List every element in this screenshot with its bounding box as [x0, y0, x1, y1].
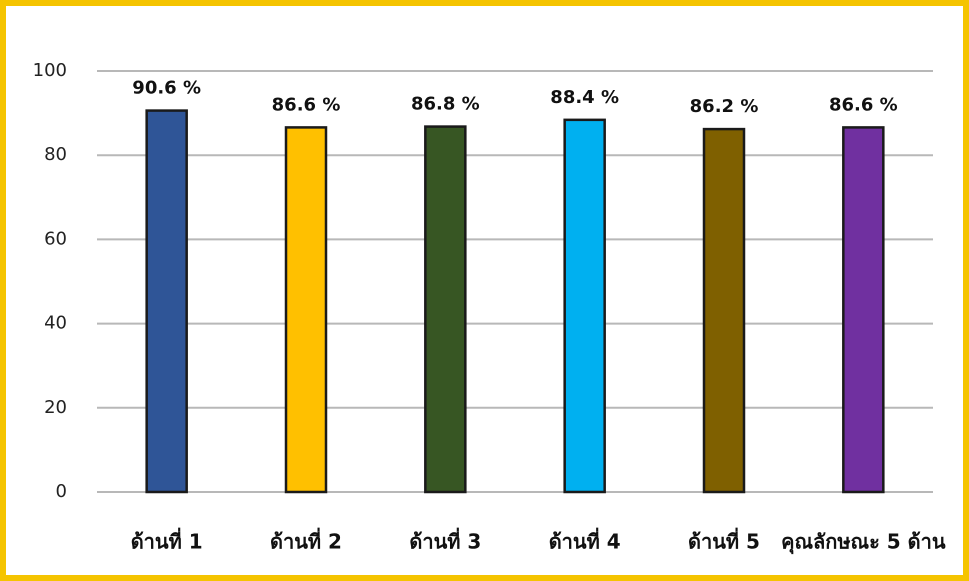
bar	[424, 125, 467, 494]
data-label: 86.2 %	[690, 96, 759, 117]
x-tick-label: ด้านที่ 4	[549, 527, 621, 554]
bar	[702, 127, 746, 494]
bar	[563, 118, 606, 494]
bar	[842, 126, 885, 494]
x-tick-label: ด้านที่ 2	[270, 527, 342, 554]
y-tick-label: 100	[33, 60, 67, 81]
x-tick-label: ด้านที่ 1	[131, 527, 203, 554]
y-tick-label: 0	[56, 481, 67, 502]
data-label: 86.8 %	[411, 94, 480, 115]
data-label: 86.6 %	[829, 94, 898, 115]
data-label: 90.6 %	[132, 78, 201, 99]
y-tick-label: 40	[44, 313, 67, 334]
bar	[284, 126, 328, 494]
x-tick-label: ด้านที่ 5	[688, 527, 760, 554]
x-tick-label: ด้านที่ 3	[409, 527, 481, 554]
data-label: 88.4 %	[550, 87, 619, 108]
y-tick-label: 20	[44, 397, 67, 418]
y-tick-label: 60	[44, 228, 67, 249]
y-tick-label: 80	[44, 144, 67, 165]
x-tick-label: คุณลักษณะ 5 ด้าน	[781, 530, 946, 555]
bar	[145, 109, 188, 494]
data-label: 86.6 %	[272, 94, 341, 115]
